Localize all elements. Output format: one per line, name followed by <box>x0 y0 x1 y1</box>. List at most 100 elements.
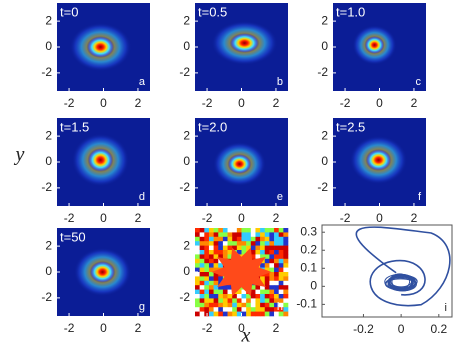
y-tick-label: 0.1 <box>300 260 317 274</box>
phase-cell <box>222 285 228 290</box>
phase-cell <box>283 298 289 304</box>
phase-cell <box>278 276 284 282</box>
phase-cell <box>213 280 219 286</box>
phase-cell <box>218 232 224 238</box>
phase-cell <box>218 302 224 308</box>
phase-cell <box>255 289 261 295</box>
time-label: t=50 <box>60 229 86 244</box>
phase-cell <box>283 267 289 273</box>
phase-cell <box>278 263 284 268</box>
phase-cell <box>208 302 214 308</box>
panel-letter: h <box>277 301 283 313</box>
phase-cell <box>278 267 284 273</box>
phase-cell <box>250 228 256 233</box>
x-tick-label: 0.2 <box>430 322 447 336</box>
phase-cell <box>274 285 279 290</box>
phase-cell <box>199 289 205 295</box>
phase-cell <box>269 232 275 238</box>
y-tick-label: -2 <box>41 290 52 304</box>
phase-cell <box>222 302 228 308</box>
phase-cell <box>278 245 284 251</box>
phase-cell <box>255 302 261 308</box>
phase-cell <box>208 228 214 233</box>
phase-cell <box>208 258 214 264</box>
phase-cell <box>274 250 279 255</box>
phase-cell <box>255 250 261 255</box>
y-tick-label: 0 <box>310 279 317 293</box>
y-tick-label: 0 <box>45 154 52 168</box>
phase-cell <box>227 232 233 238</box>
phase-cell <box>250 236 256 242</box>
phase-cell <box>250 311 256 317</box>
x-axis-label: x <box>241 325 251 347</box>
phase-cell <box>283 263 289 268</box>
phase-cell <box>274 280 279 286</box>
phase-cell <box>195 241 200 246</box>
plot-frame <box>321 224 453 318</box>
phase-cell <box>269 298 275 304</box>
phase-cell <box>204 236 210 242</box>
phase-cell <box>199 250 205 255</box>
phase-cell <box>195 280 200 286</box>
phase-cell <box>199 236 205 242</box>
phase-cell <box>227 241 233 246</box>
phase-cell <box>278 302 284 308</box>
phase-cell <box>260 228 266 233</box>
phase-cell <box>199 258 205 264</box>
phase-cell <box>241 307 247 312</box>
phase-cell <box>241 250 247 255</box>
x-tick-label: 2 <box>273 96 280 110</box>
phase-cell <box>232 311 238 317</box>
phase-cell <box>246 245 252 251</box>
phase-cell <box>213 276 219 282</box>
phase-cell <box>255 294 261 299</box>
phase-cell <box>227 298 233 304</box>
phase-cell <box>260 241 266 246</box>
phase-cell <box>283 245 289 251</box>
phase-cell <box>278 289 284 295</box>
phase-cell <box>278 228 284 233</box>
phase-cell <box>236 241 242 246</box>
phase-cell <box>208 285 214 290</box>
phase-cell <box>208 294 214 299</box>
phase-cell <box>204 258 210 264</box>
phase-cell <box>260 250 266 255</box>
phase-cell <box>255 311 261 317</box>
phase-cell <box>222 294 228 299</box>
phase-cell <box>204 245 210 251</box>
phase-cell <box>264 263 270 268</box>
phase-cell <box>204 263 210 268</box>
y-tick-label: 0 <box>321 39 328 53</box>
phase-cell <box>232 294 238 299</box>
phase-cell <box>232 228 238 233</box>
phase-cell <box>199 298 205 304</box>
phase-cell <box>208 272 214 277</box>
phase-cell <box>264 267 270 273</box>
phase-cell <box>283 302 289 308</box>
phase-cell <box>213 311 219 317</box>
x-tick-label: -2 <box>64 96 75 110</box>
x-tick-label: 2 <box>135 96 142 110</box>
phase-cell <box>269 245 275 251</box>
phase-cell <box>255 298 261 304</box>
phase-cell <box>241 311 247 317</box>
phase-cell <box>260 311 266 317</box>
x-tick-label: 0 <box>238 321 245 335</box>
phase-cell <box>255 232 261 238</box>
phase-cell <box>195 232 200 238</box>
phase-cell <box>236 307 242 312</box>
phase-cell <box>264 311 270 317</box>
panel: t=0.5 b -2 0 2 -2 0 2 <box>179 3 288 110</box>
x-tick-label: -2 <box>202 211 213 225</box>
phase-cell <box>222 236 228 242</box>
phase-cell <box>227 236 233 242</box>
phase-cell <box>208 232 214 238</box>
phase-cell <box>246 302 252 308</box>
phase-cell <box>204 250 210 255</box>
phase-cell <box>208 254 214 260</box>
phase-cell <box>199 294 205 299</box>
phase-cell <box>250 294 256 299</box>
phase-cell <box>213 302 219 308</box>
phase-cell <box>204 272 210 277</box>
phase-cell <box>218 298 224 304</box>
